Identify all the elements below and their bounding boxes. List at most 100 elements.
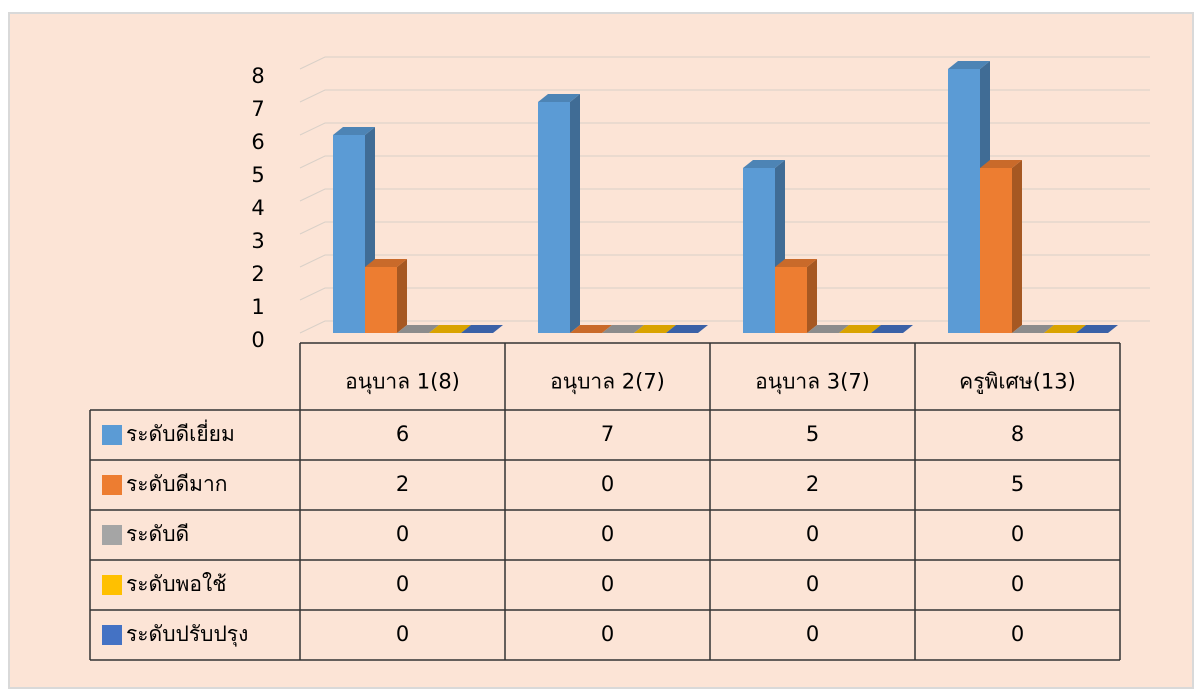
table-value: 2 [806, 472, 819, 496]
bar [602, 325, 644, 333]
legend-label: ระดับปรับปรุง [126, 622, 248, 647]
bar-top [666, 325, 708, 333]
table-value: 0 [1011, 522, 1024, 546]
bar-top [333, 127, 375, 135]
bar [1012, 325, 1054, 333]
bar-top [839, 325, 881, 333]
bar-front [980, 168, 1012, 333]
bar-top [570, 325, 612, 333]
bar [666, 325, 708, 333]
y-tick-label: 0 [251, 328, 264, 352]
y-tick-label: 4 [251, 196, 264, 220]
bar [807, 325, 849, 333]
bar-top [1012, 325, 1054, 333]
table-value: 0 [806, 622, 819, 646]
bar-front [743, 168, 775, 333]
bar-top [1076, 325, 1118, 333]
bar [570, 325, 612, 333]
x-tick-label: ครูพิเศษ(13) [959, 370, 1076, 395]
grid-line [299, 254, 1150, 268]
bar-front [538, 102, 570, 333]
legend-label: ระดับดีมาก [126, 472, 228, 496]
x-tick-label: อนุบาล 2(7) [550, 370, 665, 395]
bar-top [948, 61, 990, 69]
bar [1076, 325, 1118, 333]
bar [1044, 325, 1086, 333]
y-tick-label: 3 [251, 229, 264, 253]
y-tick-label: 6 [251, 130, 264, 154]
bar [538, 94, 580, 333]
legend-label: ระดับพอใช้ [126, 572, 227, 596]
bar-top [807, 325, 849, 333]
bar-top [538, 94, 580, 102]
bar-front [948, 69, 980, 333]
grid-line [299, 320, 1150, 334]
table-value: 0 [806, 522, 819, 546]
bar-top [602, 325, 644, 333]
bar [461, 325, 503, 333]
table-value: 5 [1011, 472, 1024, 496]
chart-background [8, 12, 1194, 689]
bar-top [429, 325, 471, 333]
table-value: 0 [396, 572, 409, 596]
table-value: 0 [601, 472, 614, 496]
bar-front [775, 267, 807, 333]
grid-line [299, 155, 1150, 169]
table-value: 0 [601, 572, 614, 596]
grid-line [299, 56, 1150, 70]
bar-top [461, 325, 503, 333]
table-value: 0 [396, 522, 409, 546]
legend-swatch [102, 475, 122, 495]
bar [871, 325, 913, 333]
grid-line [299, 221, 1150, 235]
table-value: 0 [1011, 622, 1024, 646]
table-value: 0 [806, 572, 819, 596]
x-tick-label: อนุบาล 3(7) [755, 370, 870, 395]
bar-side [807, 259, 817, 333]
grid-line [299, 122, 1150, 136]
bar-top [980, 160, 1022, 168]
bar-top [871, 325, 913, 333]
bar [980, 160, 1022, 333]
table-value: 0 [1011, 572, 1024, 596]
table-value: 0 [601, 522, 614, 546]
table-value: 0 [396, 622, 409, 646]
bar [634, 325, 676, 333]
grid-line [299, 89, 1150, 103]
bar-top [1044, 325, 1086, 333]
legend-label: ระดับดีเยี่ยม [126, 419, 235, 446]
bar [397, 325, 439, 333]
bar-top [775, 259, 817, 267]
bar-side [397, 259, 407, 333]
legend-swatch [102, 575, 122, 595]
bar-top [397, 325, 439, 333]
table-value: 6 [396, 422, 409, 446]
bar-front [333, 135, 365, 333]
bar [775, 259, 817, 333]
bar-top [634, 325, 676, 333]
y-tick-label: 8 [251, 64, 264, 88]
bar-front [365, 267, 397, 333]
y-tick-label: 1 [251, 295, 264, 319]
bar [365, 259, 407, 333]
bar [429, 325, 471, 333]
legend-label: ระดับดี [126, 522, 189, 546]
y-tick-label: 7 [251, 97, 264, 121]
table-value: 7 [601, 422, 614, 446]
y-tick-label: 5 [251, 163, 264, 187]
grid-line [299, 287, 1150, 301]
legend-swatch [102, 625, 122, 645]
bar-top [743, 160, 785, 168]
table-value: 8 [1011, 422, 1024, 446]
y-tick-label: 2 [251, 262, 264, 286]
table-value: 2 [396, 472, 409, 496]
table-value: 5 [806, 422, 819, 446]
x-tick-label: อนุบาล 1(8) [345, 370, 460, 395]
legend-swatch [102, 425, 122, 445]
bar [839, 325, 881, 333]
bar-top [365, 259, 407, 267]
bar-side [1012, 160, 1022, 333]
table-value: 0 [601, 622, 614, 646]
bar-side [570, 94, 580, 333]
